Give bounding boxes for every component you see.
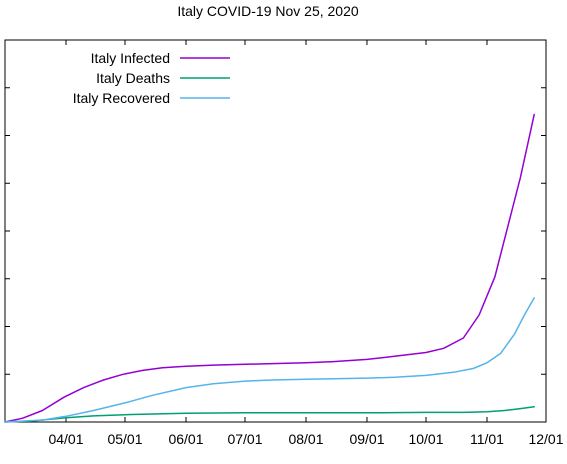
x-tick-label: 04/01 <box>48 431 83 447</box>
x-tick-label: 07/01 <box>227 431 262 447</box>
x-tick-label: 10/01 <box>408 431 443 447</box>
legend-label-italy-infected: Italy Infected <box>91 50 170 66</box>
legend-label-italy-recovered: Italy Recovered <box>73 90 170 106</box>
x-tick-label: 12/01 <box>528 431 563 447</box>
series-line-italy-deaths <box>4 405 535 423</box>
series-line-italy-infected <box>4 113 535 423</box>
legend-label-italy-deaths: Italy Deaths <box>96 70 170 86</box>
x-tick-label: 06/01 <box>168 431 203 447</box>
x-tick-label: 08/01 <box>288 431 323 447</box>
x-tick-label: 11/01 <box>470 431 504 447</box>
legend: Italy Infected Italy Deaths Italy Recovere… <box>73 50 230 106</box>
x-tick-label: 09/01 <box>349 431 384 447</box>
chart-title: Italy COVID-19 Nov 25, 2020 <box>177 3 359 19</box>
x-tick-label: 05/01 <box>107 431 142 447</box>
series-layer <box>4 113 535 423</box>
series-line-italy-recovered <box>4 297 535 423</box>
axis-layer: 04/01 05/01 06/01 07/01 08/01 09/01 10/01 11/01… <box>5 40 564 447</box>
